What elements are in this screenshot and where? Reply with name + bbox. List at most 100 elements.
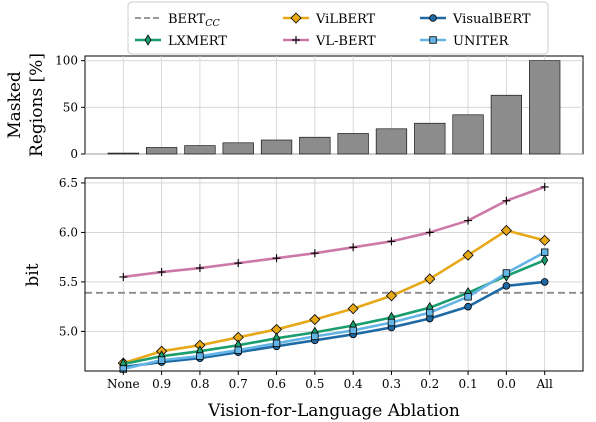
point-UNITER-0.6 xyxy=(272,339,281,347)
point-UNITER-0.7 xyxy=(234,346,242,354)
bar-ylabel-line1: Masked xyxy=(5,71,25,139)
point-UNITER-0.2 xyxy=(426,308,434,317)
point-VL-BERT-0.5 xyxy=(310,249,319,258)
point-UNITER-0.0 xyxy=(502,269,511,277)
bar-0.3 xyxy=(375,128,408,155)
point-LXMERT-All xyxy=(541,254,549,266)
line-ytick-label: 6.5 xyxy=(59,176,78,190)
point-ViLBERT-0.0 xyxy=(500,224,512,237)
series-line-LXMERT xyxy=(123,258,546,366)
point-UNITER-0.4 xyxy=(349,326,357,335)
bar-0.5 xyxy=(299,136,331,155)
series-LXMERT xyxy=(119,254,549,370)
point-ViLBERT-All xyxy=(539,234,551,246)
series-VL-BERT xyxy=(119,182,549,281)
series-line-VisualBERT xyxy=(123,280,545,369)
point-UNITER-0.3 xyxy=(387,318,396,327)
point-VL-BERT-0.3 xyxy=(387,237,396,246)
bar-ylabel-line2: Regions [%] xyxy=(27,53,47,157)
point-ViLBERT-0.4 xyxy=(347,303,359,315)
bar-0.4 xyxy=(337,133,369,155)
legend-label-UNITER: UNITER xyxy=(453,34,510,49)
legend-item-ViLBERT: ViLBERT xyxy=(283,12,376,27)
legend-marker-UNITER xyxy=(429,36,437,44)
point-VL-BERT-0.9 xyxy=(157,268,166,277)
point-UNITER-0.9 xyxy=(157,356,166,364)
bar-0.7 xyxy=(222,142,254,155)
legend-label-ViLBERT: ViLBERT xyxy=(315,12,376,27)
line-xtick-label: 0.7 xyxy=(229,377,248,391)
legend: BERTCC ViLBERT VisualBERT LXMERT VL-BERT UNIT… xyxy=(127,1,549,55)
bar-panel: 0 50 100 Masked Regions [%] xyxy=(5,53,584,161)
legend-marker-VisualBERT xyxy=(429,14,437,22)
series-line-VL-BERT xyxy=(123,185,546,279)
line-xtick-label: None xyxy=(107,377,140,391)
point-VL-BERT-0.6 xyxy=(272,254,281,263)
point-VL-BERT-0.8 xyxy=(195,264,204,273)
series-line-ViLBERT xyxy=(122,229,546,365)
point-ViLBERT-0.5 xyxy=(309,313,321,326)
line-xtick-label: 0.2 xyxy=(420,377,439,391)
point-VL-BERT-0.1 xyxy=(464,216,473,225)
legend-label-bert-cc: BERTCC xyxy=(168,12,221,29)
series-line-UNITER xyxy=(123,251,546,371)
point-ViLBERT-0.1 xyxy=(462,249,474,261)
bar-ytick-label: 0 xyxy=(70,147,78,161)
bar-0.6 xyxy=(260,139,293,155)
legend-label-VL-BERT: VL-BERT xyxy=(315,34,376,49)
legend-item-bert-cc: BERTCC xyxy=(135,12,221,29)
line-xtick-label: 0.3 xyxy=(382,377,401,391)
line-xtick-label: 0.6 xyxy=(267,377,286,391)
point-ViLBERT-0.3 xyxy=(385,290,398,302)
point-UNITER-0.5 xyxy=(311,332,319,341)
bar-ytick-label: 50 xyxy=(63,100,78,114)
line-xlabel: Vision-for-Language Ablation xyxy=(207,401,460,421)
line-ylabel: bit xyxy=(23,263,43,286)
bar-All xyxy=(529,60,561,155)
legend-item-VL-BERT: VL-BERT xyxy=(283,34,376,49)
series-ViLBERT xyxy=(117,224,551,369)
bar-0.8 xyxy=(184,145,216,155)
point-VisualBERT-0.0 xyxy=(502,282,511,290)
bar-None xyxy=(107,152,139,155)
point-VL-BERT-0.0 xyxy=(502,196,511,205)
bar-0.2 xyxy=(414,122,446,155)
line-xtick-label: 0.8 xyxy=(190,377,209,391)
point-UNITER-0.1 xyxy=(464,293,472,301)
bar-0.1 xyxy=(452,114,484,155)
legend-item-LXMERT: LXMERT xyxy=(135,34,227,49)
legend-label-VisualBERT: VisualBERT xyxy=(452,12,531,27)
line-ytick-label: 5.5 xyxy=(59,275,78,289)
legend-item-UNITER: UNITER xyxy=(420,34,510,49)
point-ViLBERT-0.2 xyxy=(424,273,436,285)
line-panel: 5.0 5.5 6.0 6.5 None 0.9 0.8 0.7 0.6 0.5 0.4 0.3 0.… xyxy=(23,176,584,421)
bar-ytick-label: 100 xyxy=(55,54,78,68)
line-ytick-label: 5.0 xyxy=(59,324,78,338)
line-panel-frame xyxy=(84,177,584,372)
point-UNITER-0.8 xyxy=(196,352,204,360)
bar-0.0 xyxy=(490,94,523,155)
point-VisualBERT-All xyxy=(540,278,549,286)
bar-0.9 xyxy=(145,147,178,155)
legend-marker-LXMERT xyxy=(144,34,152,46)
line-xtick-label: 0.0 xyxy=(497,377,516,391)
line-xtick-label: 0.4 xyxy=(344,377,363,391)
point-UNITER-All xyxy=(540,248,549,256)
legend-item-VisualBERT: VisualBERT xyxy=(420,12,531,27)
point-VL-BERT-All xyxy=(540,182,549,191)
legend-label-LXMERT: LXMERT xyxy=(168,34,227,49)
line-xtick-label: 0.1 xyxy=(459,377,478,391)
line-xtick-label: 0.9 xyxy=(152,377,171,391)
point-VL-BERT-0.4 xyxy=(349,243,358,252)
line-ytick-label: 6.0 xyxy=(59,225,78,239)
series-UNITER xyxy=(119,248,549,373)
line-xtick-label: 0.5 xyxy=(305,377,324,391)
point-VL-BERT-None xyxy=(119,272,128,281)
legend-marker-ViLBERT xyxy=(290,12,302,24)
legend-marker-VL-BERT xyxy=(292,36,300,44)
point-VisualBERT-0.1 xyxy=(464,302,472,311)
line-xtick-label: All xyxy=(536,377,554,391)
point-VL-BERT-0.2 xyxy=(425,228,434,237)
point-VL-BERT-0.7 xyxy=(234,259,243,268)
